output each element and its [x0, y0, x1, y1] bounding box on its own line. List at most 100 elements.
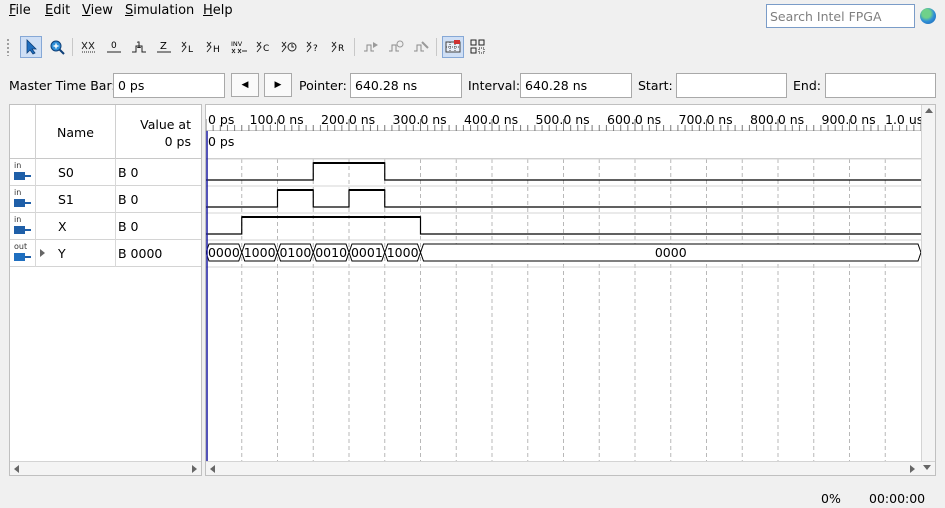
- force-high-button[interactable]: 1: [128, 36, 150, 58]
- signal-name: S0: [58, 165, 74, 180]
- pin-direction-text: out: [14, 242, 28, 251]
- expand-bus-icon[interactable]: [40, 249, 45, 257]
- zoom-tool-button[interactable]: [46, 36, 68, 58]
- time-bar: Master Time Bar: 0 ps ◀ ▶ Pointer: 640.2…: [0, 70, 945, 100]
- search-input[interactable]: Search Intel FPGA: [766, 4, 915, 28]
- force-weak-high-button[interactable]: H: [203, 36, 225, 58]
- ruler-tick-label: 300.0 ns: [392, 112, 447, 127]
- waveform-vscrollbar[interactable]: [921, 105, 935, 461]
- count-value-button[interactable]: C: [253, 36, 275, 58]
- menu-help[interactable]: Help: [203, 3, 233, 18]
- input-pin-icon: in: [12, 161, 32, 181]
- signal-row-y[interactable]: out Y B 0000: [10, 240, 201, 267]
- time-ruler[interactable]: 0 ps 100.0 ns 200.0 ns 300.0 ns 400.0 ns 500.…: [206, 105, 923, 131]
- netlist-icon: [414, 41, 429, 52]
- signal-row-x[interactable]: in X B 0: [10, 213, 201, 240]
- grid-icon: [445, 40, 461, 53]
- ruler-tick-label: 900.0 ns: [821, 112, 876, 127]
- force-high-impedance-button[interactable]: Z: [153, 36, 175, 58]
- globe-icon[interactable]: [920, 8, 936, 24]
- column-divider: [35, 186, 36, 213]
- bus-value-label: 1000: [386, 245, 419, 260]
- random-values-button[interactable]: R: [328, 36, 350, 58]
- end-input[interactable]: [825, 73, 936, 98]
- toolbar-separator: [354, 38, 355, 56]
- svg-text:INV: INV: [231, 40, 243, 48]
- svg-text:C: C: [263, 44, 269, 54]
- previous-transition-button[interactable]: ◀: [231, 73, 259, 97]
- elapsed-time-text: 00:00:00: [869, 491, 926, 506]
- toolbar-grip[interactable]: [6, 38, 10, 56]
- master-time-bar-input[interactable]: 0 ps: [113, 73, 225, 98]
- arbitrary-value-button[interactable]: ?: [303, 36, 325, 58]
- next-transition-button[interactable]: ▶: [264, 73, 292, 97]
- svg-text:H: H: [213, 45, 220, 55]
- pin-direction-text: in: [14, 161, 22, 170]
- bus-value-label: 0001: [350, 245, 383, 260]
- svg-text:0: 0: [111, 41, 117, 51]
- scroll-left-arrow[interactable]: [14, 465, 19, 473]
- input-pin-icon: in: [12, 215, 32, 235]
- snap-to-grid-button[interactable]: [442, 36, 464, 58]
- simulate-functional-icon: [364, 42, 378, 52]
- count-value-icon: C: [256, 41, 269, 54]
- signal-row-s1[interactable]: in S1 B 0: [10, 186, 201, 213]
- bus-value-label: 0100: [279, 245, 312, 260]
- menu-view[interactable]: View: [82, 3, 113, 18]
- name-column-header[interactable]: Name: [57, 125, 94, 140]
- overwrite-clock-button[interactable]: [278, 36, 300, 58]
- group-icon: [470, 39, 485, 54]
- column-divider[interactable]: [35, 105, 36, 159]
- signal-list-hscrollbar[interactable]: [10, 461, 201, 475]
- column-divider: [35, 213, 36, 240]
- menu-simulation[interactable]: Simulation: [125, 3, 195, 18]
- signal-row-s0[interactable]: in S0 B 0: [10, 159, 201, 186]
- waveform-hscrollbar[interactable]: [206, 461, 935, 475]
- scroll-left-arrow[interactable]: [210, 465, 215, 473]
- svg-text:L: L: [188, 45, 193, 55]
- force-unknown-button[interactable]: [78, 36, 100, 58]
- toolbar-separator: [436, 38, 437, 56]
- signal-table-header: Name Value at 0 ps: [10, 105, 201, 159]
- value-column-header[interactable]: Value at 0 ps: [116, 116, 201, 150]
- column-divider[interactable]: [115, 105, 116, 159]
- start-input[interactable]: [676, 73, 787, 98]
- scroll-down-arrow[interactable]: [923, 465, 931, 470]
- start-label: Start:: [638, 78, 673, 93]
- column-divider: [35, 159, 36, 186]
- force-low-button[interactable]: 0: [103, 36, 125, 58]
- waveform-panel[interactable]: 0 ps 100.0 ns 200.0 ns 300.0 ns 400.0 ns 500.…: [205, 104, 936, 476]
- ruler-tick-label: 0 ps: [208, 112, 235, 127]
- scroll-up-arrow[interactable]: [925, 108, 933, 113]
- run-functional-simulation-button[interactable]: [360, 36, 382, 58]
- generate-netlist-button[interactable]: [410, 36, 432, 58]
- status-bar: 0% 00:00:00: [0, 484, 945, 508]
- progress-text: 0%: [821, 491, 841, 506]
- pointer-input[interactable]: 640.28 ns: [350, 73, 462, 98]
- signal-name: S1: [58, 192, 74, 207]
- bus-value-label: 0000: [654, 245, 687, 260]
- menu-file[interactable]: File: [9, 3, 31, 18]
- scroll-right-arrow[interactable]: [910, 465, 915, 473]
- value-header-line1: Value at: [140, 117, 191, 132]
- menu-edit[interactable]: Edit: [45, 3, 71, 18]
- end-label: End:: [793, 78, 821, 93]
- unknown-value-icon: [81, 41, 96, 53]
- interval-input[interactable]: 640.28 ns: [520, 73, 632, 98]
- selection-tool-button[interactable]: [20, 36, 42, 58]
- waveform-s0[interactable]: [206, 162, 921, 181]
- force-weak-low-button[interactable]: L: [178, 36, 200, 58]
- group-button[interactable]: [467, 36, 489, 58]
- scroll-right-arrow[interactable]: [192, 465, 197, 473]
- invert-button[interactable]: INV: [228, 36, 250, 58]
- waveform-toolbar: 0 1 Z L H INV C ? R: [0, 34, 945, 60]
- value-header-line2: 0 ps: [164, 134, 191, 149]
- pointer-icon: [26, 39, 37, 55]
- waveform-canvas[interactable]: [206, 105, 922, 461]
- ruler-tick-label: 700.0 ns: [678, 112, 733, 127]
- run-timing-simulation-button[interactable]: [385, 36, 407, 58]
- column-divider: [115, 213, 116, 240]
- svg-text:Z: Z: [160, 41, 167, 52]
- waveform-s1[interactable]: [206, 189, 921, 208]
- pointer-label: Pointer:: [299, 78, 347, 93]
